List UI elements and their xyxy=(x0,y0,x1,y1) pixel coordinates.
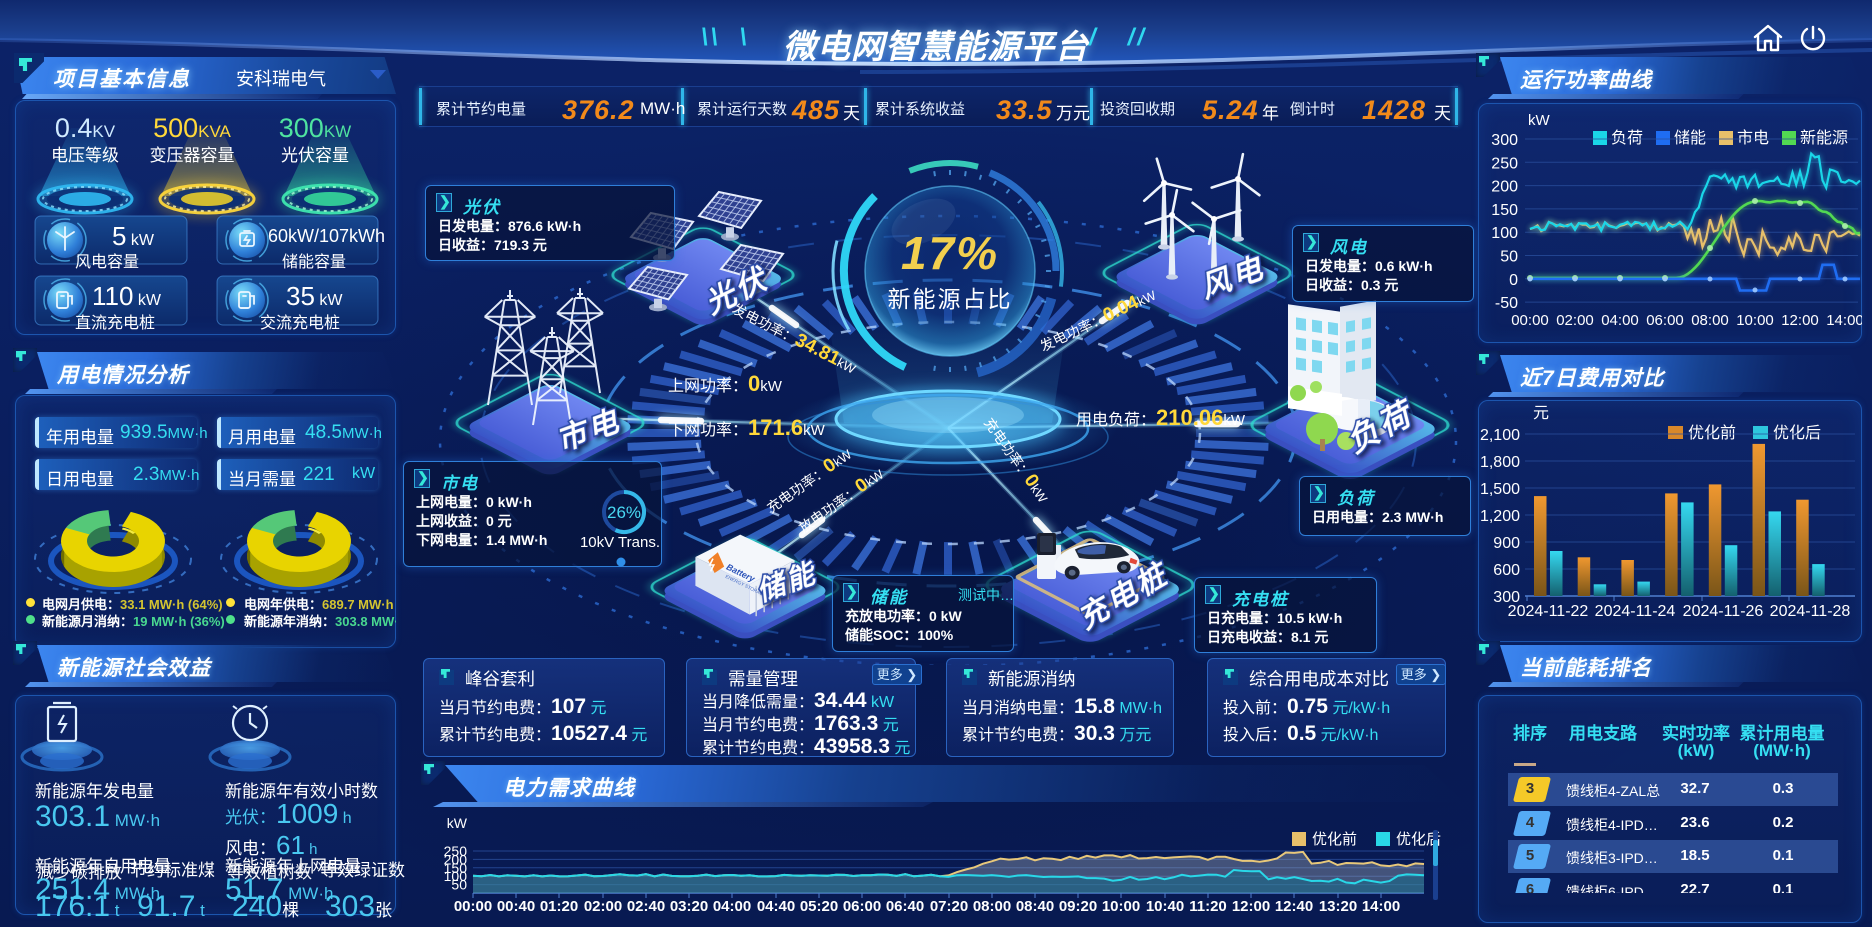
svg-text:09:20: 09:20 xyxy=(1059,898,1097,915)
svg-text:1,500: 1,500 xyxy=(1480,481,1520,498)
svg-text:100: 100 xyxy=(1491,225,1518,242)
svg-text:优化后: 优化后 xyxy=(1396,831,1441,848)
svg-text:优化后: 优化后 xyxy=(1773,424,1821,442)
svg-text:50: 50 xyxy=(451,877,467,893)
svg-text:02:00: 02:00 xyxy=(584,898,622,915)
svg-text:00:00: 00:00 xyxy=(454,898,492,915)
svg-text:市电: 市电 xyxy=(1737,129,1769,147)
svg-text:150: 150 xyxy=(1491,202,1518,219)
svg-text:17%: 17% xyxy=(901,227,999,279)
svg-text:900: 900 xyxy=(1493,535,1520,552)
svg-text:负荷: 负荷 xyxy=(1611,129,1643,147)
svg-text:10:40: 10:40 xyxy=(1146,898,1184,915)
svg-text:11:20: 11:20 xyxy=(1189,898,1227,915)
svg-text:00:40: 00:40 xyxy=(497,898,535,915)
svg-text:250: 250 xyxy=(1491,155,1518,172)
svg-text:06:40: 06:40 xyxy=(886,898,924,915)
svg-text:10kV Trans.: 10kV Trans. xyxy=(580,534,660,551)
svg-text:-50: -50 xyxy=(1495,295,1518,312)
svg-text:1,800: 1,800 xyxy=(1480,454,1520,471)
svg-text:02:00: 02:00 xyxy=(1556,312,1594,329)
svg-text:10:00: 10:00 xyxy=(1102,898,1140,915)
svg-text:2024-11-26: 2024-11-26 xyxy=(1683,603,1764,620)
svg-text:2024-11-28: 2024-11-28 xyxy=(1770,603,1851,620)
svg-text:新能源占比: 新能源占比 xyxy=(888,286,1013,312)
svg-text:08:00: 08:00 xyxy=(1691,312,1729,329)
svg-text:12:40: 12:40 xyxy=(1275,898,1313,915)
svg-text:06:00: 06:00 xyxy=(1646,312,1684,329)
svg-text:06:00: 06:00 xyxy=(843,898,881,915)
svg-text:10:00: 10:00 xyxy=(1736,312,1774,329)
svg-text:300: 300 xyxy=(1493,589,1520,606)
svg-text:200: 200 xyxy=(1491,179,1518,196)
svg-text:08:00: 08:00 xyxy=(973,898,1011,915)
svg-text:2024-11-24: 2024-11-24 xyxy=(1595,603,1676,620)
svg-text:kW: kW xyxy=(447,815,468,831)
svg-text:08:40: 08:40 xyxy=(1016,898,1054,915)
svg-text:01:20: 01:20 xyxy=(540,898,578,915)
svg-text:07:20: 07:20 xyxy=(930,898,968,915)
svg-text:1,200: 1,200 xyxy=(1480,508,1520,525)
svg-text:100: 100 xyxy=(444,868,468,884)
svg-text:优化前: 优化前 xyxy=(1312,831,1357,848)
svg-text:300: 300 xyxy=(1491,132,1518,149)
svg-text:0: 0 xyxy=(1509,272,1518,289)
svg-text:储能: 储能 xyxy=(1674,129,1706,147)
svg-text:12:00: 12:00 xyxy=(1232,898,1270,915)
svg-text:05:20: 05:20 xyxy=(800,898,838,915)
svg-text:600: 600 xyxy=(1493,562,1520,579)
svg-text:250: 250 xyxy=(444,843,468,859)
svg-text:50: 50 xyxy=(1500,249,1518,266)
svg-text:14:00: 14:00 xyxy=(1362,898,1400,915)
svg-text:kW: kW xyxy=(1528,112,1551,129)
svg-text:2,100: 2,100 xyxy=(1480,427,1520,444)
svg-text:00:00: 00:00 xyxy=(1511,312,1549,329)
svg-text:150: 150 xyxy=(444,860,468,876)
svg-text:元: 元 xyxy=(1533,405,1549,422)
svg-text:04:40: 04:40 xyxy=(757,898,795,915)
svg-text:26%: 26% xyxy=(607,503,641,522)
svg-text:13:20: 13:20 xyxy=(1319,898,1357,915)
svg-text:12:00: 12:00 xyxy=(1781,312,1819,329)
svg-text:200: 200 xyxy=(444,851,468,867)
svg-text:2024-11-22: 2024-11-22 xyxy=(1508,603,1589,620)
svg-text:优化前: 优化前 xyxy=(1688,424,1736,442)
svg-text:03:20: 03:20 xyxy=(670,898,708,915)
svg-text:04:00: 04:00 xyxy=(713,898,751,915)
svg-text:04:00: 04:00 xyxy=(1601,312,1639,329)
svg-text:新能源: 新能源 xyxy=(1800,129,1848,147)
svg-text:02:40: 02:40 xyxy=(627,898,665,915)
svg-text:14:00: 14:00 xyxy=(1826,312,1862,329)
